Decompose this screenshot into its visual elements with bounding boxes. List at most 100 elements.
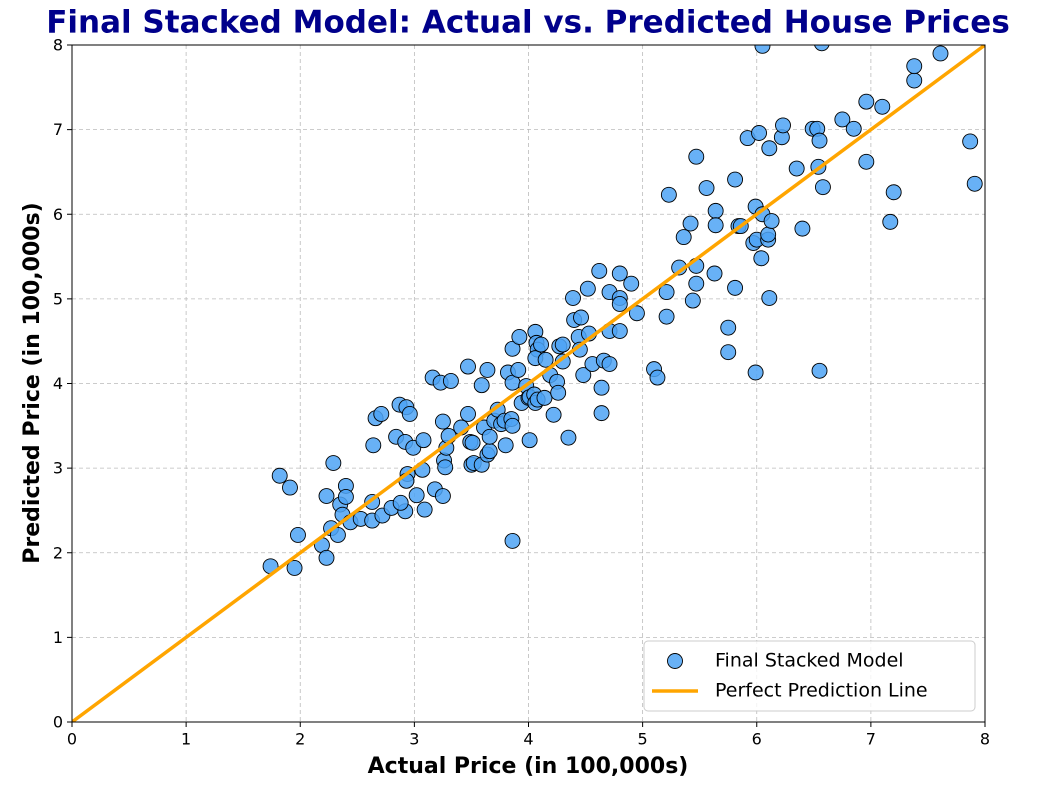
data-point bbox=[906, 72, 923, 89]
data-point bbox=[329, 527, 346, 543]
data-point bbox=[434, 488, 451, 505]
data-point bbox=[788, 160, 805, 177]
data-point bbox=[688, 148, 705, 165]
y-tick-label: 7 bbox=[53, 120, 63, 139]
data-point bbox=[318, 549, 335, 566]
legend: Final Stacked Model Perfect Prediction Li… bbox=[643, 640, 976, 712]
data-point bbox=[573, 309, 589, 326]
data-point bbox=[537, 351, 554, 368]
data-point bbox=[962, 133, 979, 150]
data-point bbox=[707, 202, 724, 219]
data-point bbox=[442, 373, 459, 389]
x-tick-label: 8 bbox=[980, 730, 990, 749]
data-point bbox=[727, 279, 744, 296]
data-point bbox=[504, 417, 521, 434]
data-point bbox=[560, 429, 577, 446]
data-point bbox=[437, 459, 454, 476]
data-point bbox=[601, 356, 618, 372]
data-point bbox=[707, 217, 724, 234]
data-point bbox=[473, 377, 490, 394]
data-point bbox=[415, 432, 432, 449]
x-tick-label: 3 bbox=[409, 730, 419, 749]
y-tick-label: 4 bbox=[53, 374, 63, 393]
data-point bbox=[858, 93, 875, 110]
data-point bbox=[554, 336, 571, 353]
plot-area bbox=[72, 45, 985, 722]
reference-line bbox=[72, 45, 985, 722]
data-point bbox=[754, 45, 771, 54]
data-point bbox=[504, 340, 521, 357]
data-point bbox=[579, 280, 596, 297]
data-point bbox=[874, 98, 891, 115]
data-point bbox=[682, 215, 699, 232]
legend-box bbox=[643, 640, 976, 712]
data-point bbox=[761, 140, 778, 157]
data-point bbox=[318, 488, 335, 505]
data-point bbox=[416, 501, 433, 518]
x-tick-label: 5 bbox=[638, 730, 648, 749]
data-point bbox=[658, 284, 675, 301]
data-point bbox=[286, 560, 303, 576]
data-point bbox=[611, 296, 628, 312]
data-point bbox=[747, 364, 764, 381]
data-point bbox=[290, 527, 306, 543]
data-point bbox=[660, 186, 677, 203]
data-point bbox=[464, 434, 481, 451]
data-point bbox=[408, 487, 425, 504]
data-point bbox=[282, 479, 298, 496]
data-point bbox=[565, 290, 581, 306]
data-point bbox=[811, 362, 828, 379]
data-point bbox=[698, 180, 715, 196]
data-point bbox=[814, 179, 831, 196]
data-point bbox=[593, 405, 610, 422]
data-point bbox=[906, 58, 923, 75]
data-point bbox=[460, 406, 476, 422]
data-point bbox=[575, 367, 592, 383]
y-tick-label: 3 bbox=[53, 459, 63, 478]
y-tick-label: 0 bbox=[53, 713, 63, 732]
data-point bbox=[337, 488, 354, 505]
data-point bbox=[536, 389, 553, 406]
data-point bbox=[834, 111, 851, 128]
data-point bbox=[858, 153, 875, 170]
data-point bbox=[628, 305, 645, 322]
data-point bbox=[882, 213, 899, 230]
y-tick-label: 2 bbox=[53, 543, 63, 562]
data-point bbox=[761, 290, 778, 306]
data-point bbox=[545, 406, 562, 423]
legend-label: Perfect Prediction Line bbox=[715, 680, 928, 702]
data-point bbox=[497, 437, 514, 454]
x-tick-label: 4 bbox=[523, 730, 533, 749]
data-point bbox=[675, 229, 692, 246]
data-point bbox=[727, 171, 744, 188]
data-point bbox=[623, 275, 640, 292]
data-point bbox=[479, 362, 496, 378]
axes-frame bbox=[71, 44, 986, 723]
data-point bbox=[481, 428, 498, 445]
legend-marker bbox=[667, 653, 683, 669]
x-tick-label: 1 bbox=[181, 730, 191, 749]
x-tick-label: 2 bbox=[295, 730, 305, 749]
y-tick-label: 5 bbox=[53, 289, 63, 308]
data-point bbox=[751, 125, 767, 141]
data-point bbox=[510, 362, 527, 378]
data-point bbox=[649, 369, 666, 386]
data-point bbox=[271, 467, 288, 484]
data-point bbox=[845, 120, 862, 137]
data-point bbox=[611, 265, 628, 282]
x-tick-label: 6 bbox=[752, 730, 762, 749]
data-point bbox=[550, 384, 567, 401]
data-point bbox=[688, 275, 705, 292]
data-point bbox=[365, 437, 382, 454]
data-point bbox=[753, 250, 770, 267]
data-point bbox=[325, 455, 342, 471]
data-point bbox=[593, 379, 610, 396]
x-tick-label: 0 bbox=[67, 730, 77, 749]
data-point bbox=[763, 213, 780, 229]
data-point bbox=[504, 532, 521, 549]
data-point bbox=[932, 45, 949, 62]
data-point bbox=[720, 319, 737, 336]
x-tick-label: 7 bbox=[866, 730, 876, 749]
data-point bbox=[401, 406, 418, 422]
